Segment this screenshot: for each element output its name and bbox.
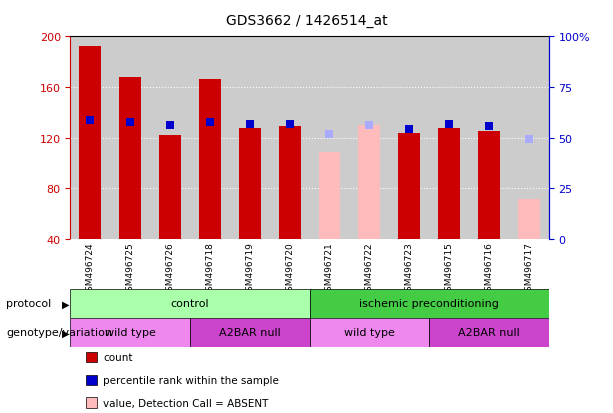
- Point: [405, 126, 414, 133]
- Bar: [429, 318, 549, 347]
- Bar: [310, 289, 549, 318]
- Text: GSM496717: GSM496717: [524, 242, 533, 297]
- Bar: [438, 128, 460, 240]
- Text: GSM496720: GSM496720: [285, 242, 294, 297]
- Point: [245, 121, 255, 128]
- Bar: [190, 318, 310, 347]
- Bar: [239, 128, 261, 240]
- Text: count: count: [103, 352, 132, 362]
- Bar: [398, 133, 420, 240]
- Point: [86, 117, 96, 124]
- Point: [166, 122, 175, 129]
- Bar: [279, 127, 300, 240]
- Text: GSM496724: GSM496724: [86, 242, 95, 297]
- Bar: [159, 136, 181, 240]
- Bar: [518, 199, 539, 240]
- Text: GSM496716: GSM496716: [484, 242, 493, 297]
- Text: control: control: [170, 299, 210, 309]
- Text: value, Detection Call = ABSENT: value, Detection Call = ABSENT: [103, 398, 268, 408]
- Text: GSM496725: GSM496725: [126, 242, 135, 297]
- Point: [364, 122, 374, 129]
- Text: GSM496721: GSM496721: [325, 242, 334, 297]
- Bar: [359, 126, 380, 240]
- Text: ▶: ▶: [63, 299, 70, 309]
- Text: GSM496723: GSM496723: [405, 242, 414, 297]
- Bar: [120, 78, 141, 240]
- Text: genotype/variation: genotype/variation: [6, 328, 112, 337]
- Text: A2BAR null: A2BAR null: [458, 328, 520, 337]
- Point: [484, 123, 494, 130]
- Text: protocol: protocol: [6, 299, 51, 309]
- Text: wild type: wild type: [344, 328, 395, 337]
- Bar: [70, 289, 310, 318]
- Point: [524, 136, 533, 143]
- Point: [125, 120, 135, 126]
- Text: ▶: ▶: [63, 328, 70, 337]
- Text: ischemic preconditioning: ischemic preconditioning: [359, 299, 499, 309]
- Bar: [310, 318, 429, 347]
- Text: GDS3662 / 1426514_at: GDS3662 / 1426514_at: [226, 14, 387, 28]
- Bar: [199, 80, 221, 240]
- Text: wild type: wild type: [105, 328, 156, 337]
- Text: GSM496718: GSM496718: [205, 242, 215, 297]
- Text: GSM496722: GSM496722: [365, 242, 374, 297]
- Text: A2BAR null: A2BAR null: [219, 328, 281, 337]
- Text: percentile rank within the sample: percentile rank within the sample: [103, 375, 279, 385]
- Bar: [70, 318, 190, 347]
- Point: [205, 120, 215, 126]
- Point: [325, 131, 335, 138]
- Bar: [80, 47, 101, 240]
- Text: GSM496715: GSM496715: [444, 242, 454, 297]
- Text: GSM496726: GSM496726: [166, 242, 175, 297]
- Bar: [319, 152, 340, 240]
- Text: GSM496719: GSM496719: [245, 242, 254, 297]
- Point: [444, 121, 454, 128]
- Point: [284, 121, 294, 128]
- Bar: [478, 132, 500, 240]
